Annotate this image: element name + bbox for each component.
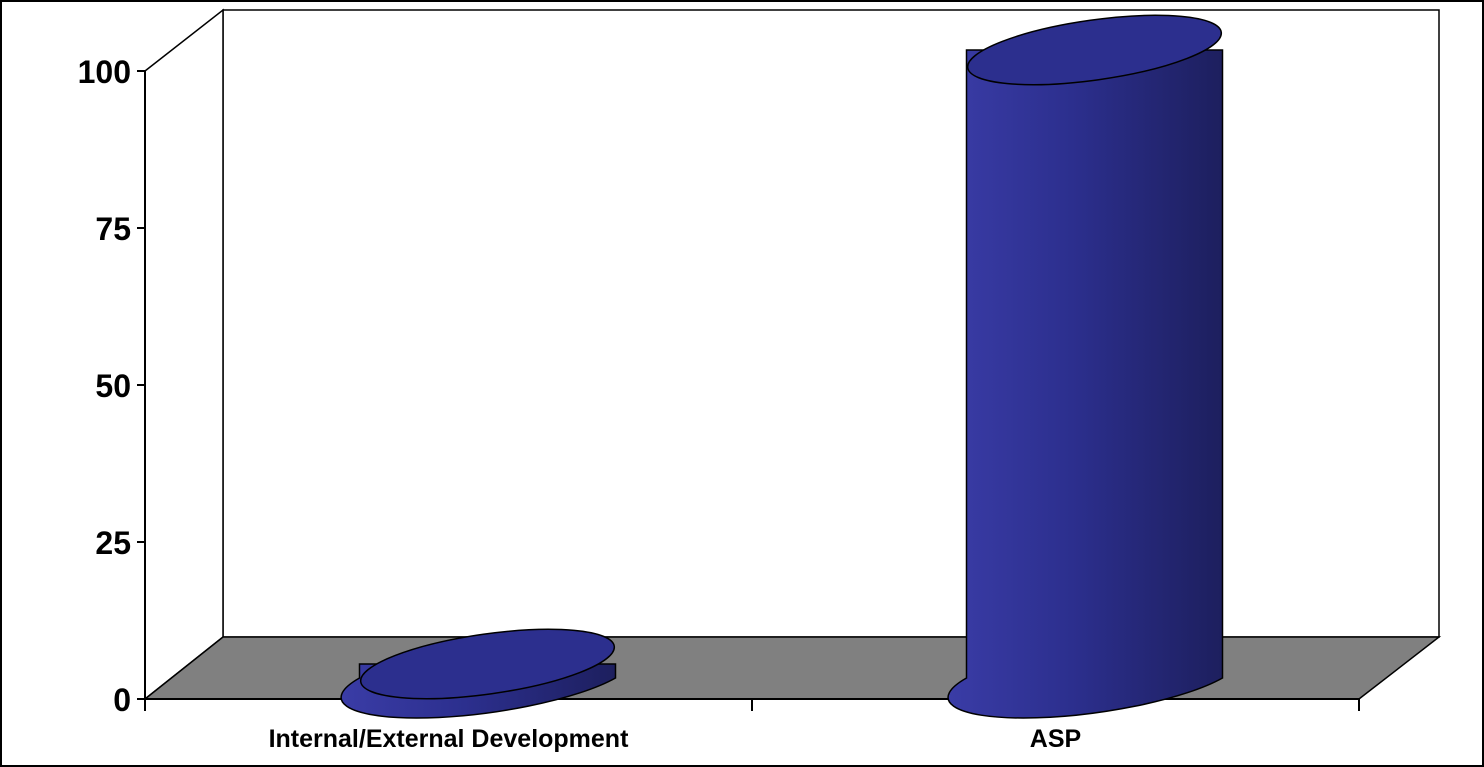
bars-group — [340, 14, 1224, 719]
y-tick-label: 0 — [113, 682, 131, 718]
bar-top-cap — [359, 628, 616, 700]
bar — [340, 628, 617, 719]
y-tick-label: 100 — [78, 54, 131, 90]
x-tick-label: Internal/External Development — [269, 725, 630, 753]
bar-body — [947, 49, 1224, 719]
axis-labels: 0 25 50 75 100 Internal/External Development A… — [78, 54, 1082, 753]
bar — [947, 14, 1224, 719]
bar-top-cap — [966, 14, 1223, 86]
back-wall — [222, 9, 1440, 638]
chart-floor — [142, 636, 1442, 700]
y-tick-label: 50 — [95, 368, 131, 404]
axis-ticks — [137, 70, 1360, 711]
x-tick-label: ASP — [1030, 725, 1081, 753]
y-tick-label: 25 — [95, 525, 131, 561]
side-wall — [144, 8, 224, 701]
y-tick-label: 75 — [95, 211, 131, 247]
